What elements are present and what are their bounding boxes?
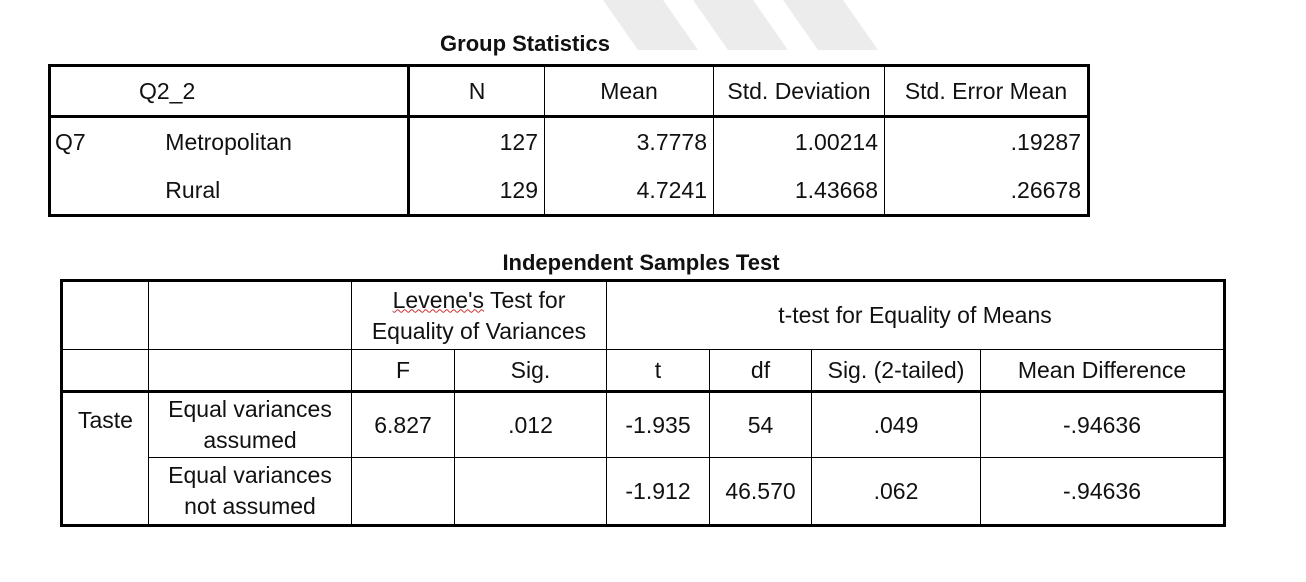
row-label: Metropolitan xyxy=(159,116,411,166)
group-statistics-table: Q2_2 N Mean Std. Deviation Std. Error Me… xyxy=(48,64,1090,217)
table-header-row: Q2_2 N Mean Std. Deviation Std. Error Me… xyxy=(49,65,1089,118)
cell-n: 129 xyxy=(408,166,545,216)
cell-df: 54 xyxy=(709,391,812,458)
cell-std-deviation: 1.43668 xyxy=(713,166,885,216)
header-sig: Sig. xyxy=(454,349,607,393)
cell-sig-2-tailed: .062 xyxy=(811,457,981,526)
header-q2-2: Q2_2 xyxy=(49,65,410,118)
empty-header-cell xyxy=(61,280,149,350)
header-t: t xyxy=(606,349,710,393)
header-f: F xyxy=(351,349,455,393)
table-row: Equal variances not assumed -1.912 46.57… xyxy=(62,457,1225,526)
cell-mean-difference: -.94636 xyxy=(980,457,1225,526)
table-subheader-row: F Sig. t df Sig. (2-tailed) Mean Differe… xyxy=(61,349,1225,393)
header-sig-2-tailed: Sig. (2-tailed) xyxy=(811,349,981,393)
table-header-row: Levene's Test for Equality of Variances … xyxy=(61,280,1225,350)
empty-header-cell xyxy=(61,349,149,393)
table-row: Taste Equal variances assumed 6.827 .012… xyxy=(61,391,1225,526)
levene-test-header: Levene's Test for Equality of Variances xyxy=(351,280,607,350)
cell-mean: 3.7778 xyxy=(544,116,714,166)
row-label-line2: not assumed xyxy=(184,493,316,519)
cell-f: 6.827 xyxy=(351,391,455,458)
cell-mean: 4.7241 xyxy=(544,166,714,216)
row-label-line2: assumed xyxy=(203,427,297,453)
row-group-label: Taste xyxy=(61,391,149,526)
cell-sig: .012 xyxy=(454,391,607,458)
levene-header-rest: Test for xyxy=(483,286,566,313)
row-label: Rural xyxy=(159,166,411,216)
row-label-line1: Equal variances xyxy=(168,396,332,422)
independent-samples-test-title: Independent Samples Test xyxy=(502,250,780,275)
empty-header-cell xyxy=(148,349,352,393)
header-mean-difference: Mean Difference xyxy=(980,349,1225,393)
cell-t: -1.935 xyxy=(606,391,710,458)
header-mean: Mean xyxy=(544,65,714,118)
table-row: Rural 129 4.7241 1.43668 .26678 xyxy=(50,166,1089,216)
levene-header-line2: Equality of Variances xyxy=(371,317,587,344)
cell-df: 46.570 xyxy=(709,457,812,526)
empty-header-cell xyxy=(148,280,352,350)
table-row: Q7 Metropolitan 127 3.7778 1.00214 .1928… xyxy=(50,116,1089,166)
cell-n: 127 xyxy=(408,116,545,166)
row-label-line1: Equal variances xyxy=(168,462,332,488)
cell-sig-2-tailed: .049 xyxy=(811,391,981,458)
header-std-error-mean: Std. Error Mean xyxy=(884,65,1089,118)
group-statistics-title: Group Statistics xyxy=(440,31,610,56)
cell-std-deviation: 1.00214 xyxy=(713,116,885,166)
cell-mean-difference: -.94636 xyxy=(980,391,1225,458)
cell-t: -1.912 xyxy=(606,457,710,526)
row-group-label: Q7 xyxy=(55,129,86,155)
header-n: N xyxy=(408,65,545,118)
row-label: Equal variances assumed xyxy=(148,391,352,458)
cell-std-error-mean: .26678 xyxy=(1010,176,1081,203)
ttest-header: t-test for Equality of Means xyxy=(606,280,1225,350)
independent-samples-test-table: Levene's Test for Equality of Variances … xyxy=(60,279,1226,527)
levene-word: Levene's xyxy=(392,286,484,313)
cell-f xyxy=(351,457,455,526)
header-std-deviation: Std. Deviation xyxy=(713,65,885,118)
header-df: df xyxy=(709,349,812,393)
cell-sig xyxy=(454,457,607,526)
cell-std-error-mean: .19287 xyxy=(1010,128,1081,155)
row-label: Equal variances not assumed xyxy=(148,457,352,526)
